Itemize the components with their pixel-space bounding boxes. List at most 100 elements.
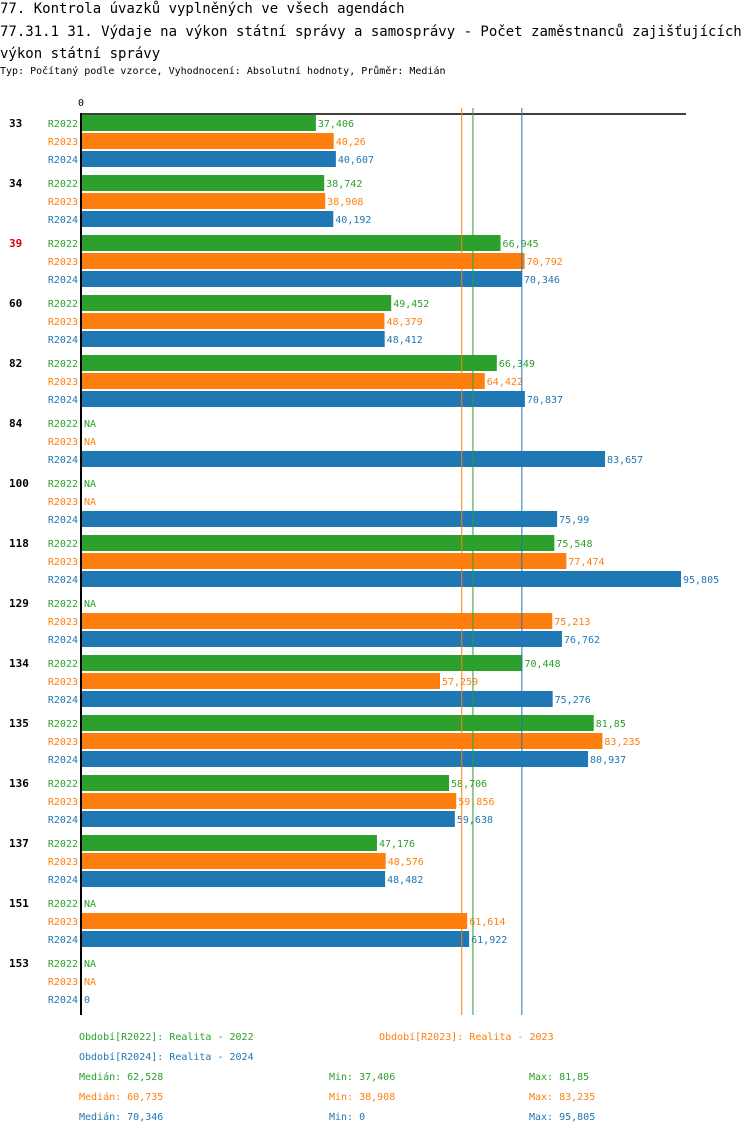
- bar-r2022: [82, 295, 392, 311]
- bar-value-label: 83,657: [607, 455, 643, 466]
- series-row-label: R2024: [48, 695, 78, 706]
- bar-value-label: 81,85: [596, 719, 626, 730]
- bar-r2024: [82, 751, 589, 767]
- bar-value-label: NA: [84, 419, 96, 430]
- bar-value-label: 77,474: [568, 557, 604, 568]
- bar-value-label: 83,235: [604, 737, 640, 748]
- bar-value-label: 70,837: [527, 395, 563, 406]
- bar-value-label: 37,406: [318, 119, 354, 130]
- bar-value-label: 40,192: [335, 215, 371, 226]
- series-row-label: R2022: [48, 839, 78, 850]
- series-row-label: R2023: [48, 977, 78, 988]
- stat-median: Medián: 60,735: [79, 1091, 163, 1103]
- bar-value-label: 48,379: [386, 317, 422, 328]
- bar-value-label: 70,792: [527, 257, 563, 268]
- stat-median: Medián: 70,346: [79, 1111, 163, 1123]
- category-label: 84: [9, 417, 23, 430]
- bar-r2022: [82, 775, 450, 791]
- bar-r2022: [82, 655, 523, 671]
- bar-value-label: 61,614: [469, 917, 505, 928]
- stat-median: Medián: 62,528: [79, 1071, 163, 1083]
- bar-r2022: [82, 535, 555, 551]
- bar-r2024: [82, 211, 334, 227]
- category-label: 136: [9, 777, 29, 790]
- bar-value-label: 80,937: [590, 755, 626, 766]
- bar-value-label: 75,99: [559, 515, 589, 526]
- bar-value-label: 95,805: [683, 575, 719, 586]
- series-row-label: R2023: [48, 917, 78, 928]
- bar-value-label: 66,349: [499, 359, 535, 370]
- series-row-label: R2022: [48, 119, 78, 130]
- bar-value-label: 64,422: [487, 377, 523, 388]
- bar-value-label: 59,856: [458, 797, 494, 808]
- bar-r2024: [82, 631, 562, 647]
- bar-value-label: 47,176: [379, 839, 415, 850]
- chart-section-title: 77. Kontrola úvazků vyplněných ve všech …: [0, 1, 405, 17]
- bar-r2024: [82, 931, 470, 947]
- bar-value-label: 59,638: [457, 815, 493, 826]
- series-row-label: R2024: [48, 215, 78, 226]
- series-row-label: R2024: [48, 275, 78, 286]
- series-row-label: R2022: [48, 479, 78, 490]
- series-row-label: R2024: [48, 995, 78, 1006]
- x-tick-label: 0: [78, 98, 84, 109]
- series-row-label: R2023: [48, 617, 78, 628]
- series-row-label: R2022: [48, 419, 78, 430]
- category-label: 60: [9, 297, 22, 310]
- series-row-label: R2022: [48, 779, 78, 790]
- bar-r2024: [82, 811, 455, 827]
- bar-r2023: [82, 193, 326, 209]
- category-label: 151: [9, 897, 29, 910]
- bar-value-label: 38,908: [327, 197, 363, 208]
- bar-value-label: 61,922: [471, 935, 507, 946]
- series-row-label: R2023: [48, 857, 78, 868]
- bar-value-label: 75,213: [554, 617, 590, 628]
- stat-min: Min: 37,406: [329, 1072, 395, 1083]
- series-row-label: R2023: [48, 557, 78, 568]
- series-row-label: R2024: [48, 755, 78, 766]
- bar-r2022: [82, 715, 594, 731]
- series-row-label: R2024: [48, 575, 78, 586]
- series-row-label: R2024: [48, 395, 78, 406]
- bar-value-label: 66,945: [503, 239, 539, 250]
- category-label: 34: [9, 177, 23, 190]
- bar-r2024: [82, 571, 681, 587]
- category-label: 33: [9, 117, 22, 130]
- series-row-label: R2024: [48, 935, 78, 946]
- bar-value-label: NA: [84, 959, 96, 970]
- bar-value-label: 70,448: [524, 659, 560, 670]
- series-row-label: R2023: [48, 137, 78, 148]
- bar-r2023: [82, 613, 553, 629]
- bar-value-label: 49,452: [393, 299, 429, 310]
- bar-r2022: [82, 355, 497, 371]
- category-label: 137: [9, 837, 29, 850]
- series-row-label: R2022: [48, 539, 78, 550]
- bar-value-label: 75,276: [555, 695, 591, 706]
- series-row-label: R2022: [48, 239, 78, 250]
- series-row-label: R2023: [48, 257, 78, 268]
- series-row-label: R2023: [48, 497, 78, 508]
- category-label: 129: [9, 597, 29, 610]
- category-label: 39: [9, 237, 22, 250]
- series-row-label: R2022: [48, 179, 78, 190]
- series-row-label: R2022: [48, 899, 78, 910]
- bar-r2023: [82, 913, 468, 929]
- series-row-label: R2023: [48, 677, 78, 688]
- legend-entry-r2024: Období[R2024]: Realita - 2024: [79, 1051, 254, 1063]
- bar-r2024: [82, 271, 522, 287]
- bar-r2022: [82, 115, 316, 131]
- category-label: 134: [9, 657, 29, 670]
- series-row-label: R2024: [48, 875, 78, 886]
- chart-subtitle: Typ: Počítaný podle vzorce, Vyhodnocení:…: [0, 66, 446, 77]
- bar-r2022: [82, 835, 377, 851]
- bar-value-label: 0: [84, 995, 90, 1006]
- bar-value-label: 40,607: [338, 155, 374, 166]
- bar-value-label: 40,26: [336, 137, 366, 148]
- bar-value-label: NA: [84, 479, 96, 490]
- category-label: 118: [9, 537, 29, 550]
- bar-r2024: [82, 691, 553, 707]
- bar-r2024: [82, 511, 558, 527]
- stat-max: Max: 81,85: [529, 1072, 589, 1083]
- bar-value-label: NA: [84, 437, 96, 448]
